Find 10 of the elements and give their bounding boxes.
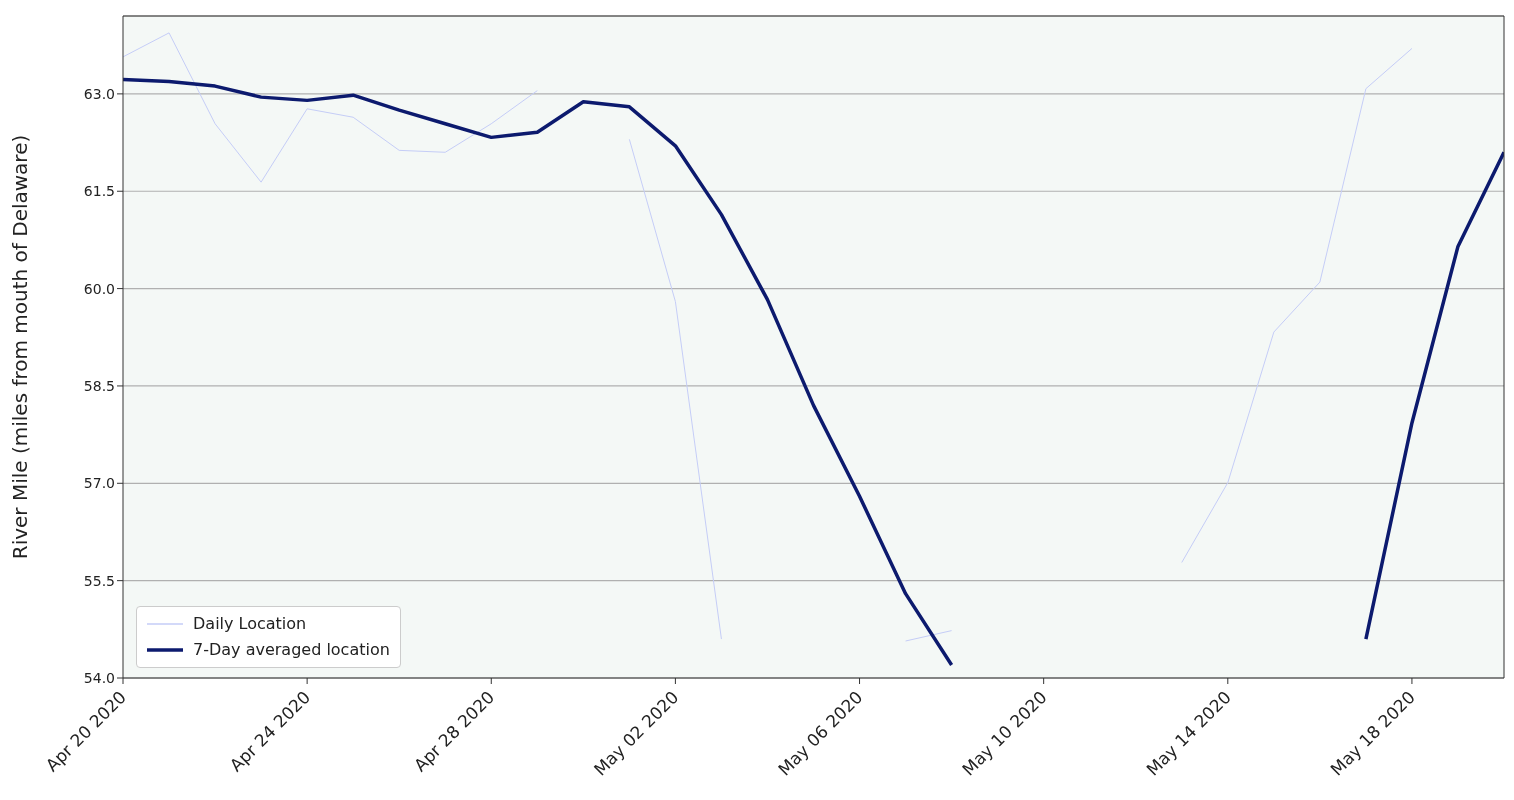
- legend-label: Daily Location: [193, 613, 307, 635]
- legend-label: 7-Day averaged location: [193, 639, 390, 661]
- y-tick-label: 58.5: [83, 377, 115, 394]
- y-tick-label: 57.0: [83, 475, 115, 492]
- y-tick-label: 54.0: [83, 669, 115, 686]
- y-tick-label: 55.5: [83, 572, 115, 589]
- y-tick-label: 60.0: [83, 280, 115, 297]
- y-tick-label: 63.0: [83, 85, 115, 102]
- y-axis-title: River Mile (miles from mouth of Delaware): [8, 134, 33, 560]
- y-tick-label: 61.5: [83, 183, 115, 200]
